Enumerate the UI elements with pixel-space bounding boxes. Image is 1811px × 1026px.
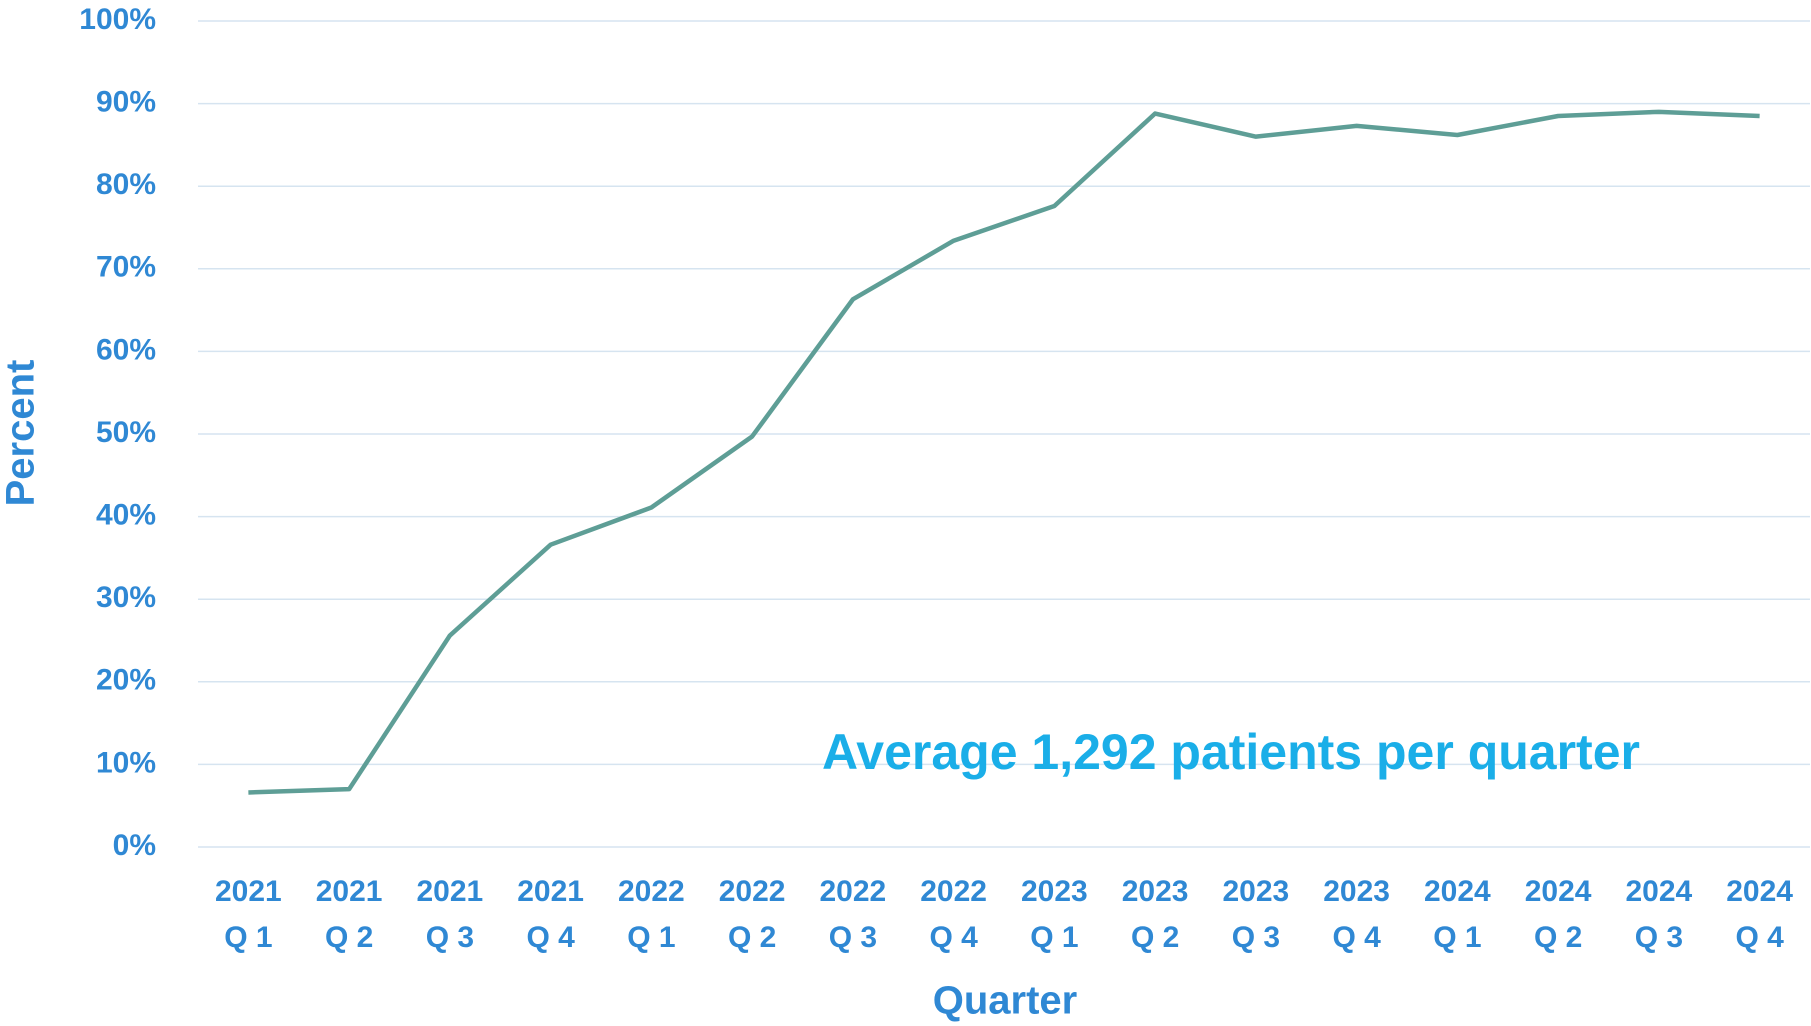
x-tick-label: Q 2 (325, 921, 373, 954)
x-tick-label: Q 1 (1030, 921, 1078, 954)
y-tick-label: 70% (96, 251, 156, 284)
y-tick-label: 50% (96, 416, 156, 449)
x-tick-label: 2021 (517, 875, 584, 908)
x-tick-label: Q 1 (1433, 921, 1481, 954)
y-tick-label: 30% (96, 581, 156, 614)
x-tick-label: 2023 (1021, 875, 1088, 908)
y-axis-label: Percent (0, 360, 43, 507)
x-tick-label: Q 4 (1332, 921, 1381, 954)
x-tick-label: 2023 (1122, 875, 1189, 908)
x-tick-label: Q 4 (929, 921, 978, 954)
x-tick-label: Q 3 (829, 921, 877, 954)
x-tick-label: 2021 (316, 875, 383, 908)
y-tick-label: 0% (113, 829, 156, 862)
y-tick-label: 100% (79, 3, 156, 36)
x-tick-label: Q 2 (1131, 921, 1179, 954)
x-tick-label: Q 4 (526, 921, 575, 954)
x-tick-label: 2023 (1323, 875, 1390, 908)
y-tick-label: 20% (96, 664, 156, 697)
y-tick-label: 90% (96, 86, 156, 119)
y-tick-label: 80% (96, 168, 156, 201)
x-tick-label: Q 4 (1735, 921, 1784, 954)
x-tick-label: Q 3 (426, 921, 474, 954)
x-tick-label: 2021 (417, 875, 484, 908)
annotation: Average 1,292 patients per quarter (822, 724, 1640, 780)
x-tick-label: 2022 (920, 875, 987, 908)
x-tick-label: 2024 (1726, 875, 1793, 908)
x-tick-label: 2024 (1424, 875, 1491, 908)
x-tick-label: 2021 (215, 875, 282, 908)
x-tick-label: Q 3 (1635, 921, 1683, 954)
x-tick-label: 2022 (618, 875, 685, 908)
y-tick-label: 40% (96, 499, 156, 532)
x-tick-label: 2022 (820, 875, 887, 908)
x-tick-label: 2024 (1626, 875, 1693, 908)
x-tick-label: Q 1 (627, 921, 675, 954)
y-tick-label: 60% (96, 333, 156, 366)
y-tick-label: 10% (96, 746, 156, 779)
x-tick-label: Q 3 (1232, 921, 1280, 954)
x-tick-label: Q 2 (1534, 921, 1582, 954)
x-axis-label: Quarter (933, 979, 1078, 1023)
x-tick-label: 2022 (719, 875, 786, 908)
x-tick-label: Q 1 (224, 921, 272, 954)
data-line (248, 109, 1760, 795)
x-tick-label: Q 2 (728, 921, 776, 954)
x-tick-label: 2024 (1525, 875, 1592, 908)
x-tick-label: 2023 (1223, 875, 1290, 908)
